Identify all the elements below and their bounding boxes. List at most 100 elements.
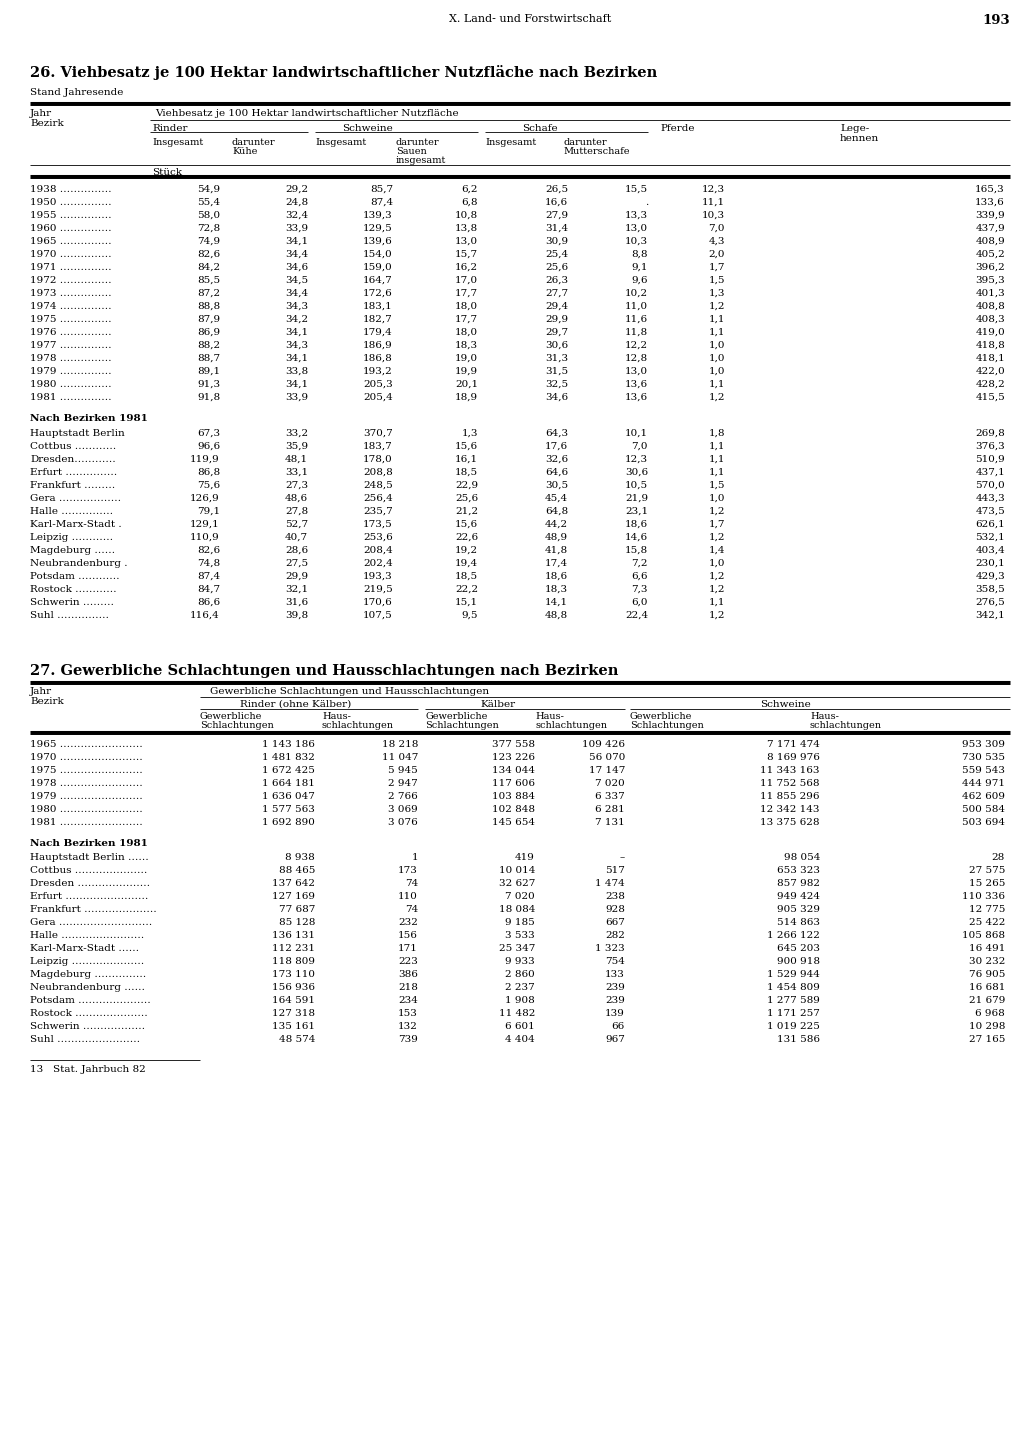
Text: 239: 239: [605, 996, 625, 1006]
Text: 87,2: 87,2: [197, 289, 220, 298]
Text: 16,1: 16,1: [455, 455, 478, 464]
Text: 82,6: 82,6: [197, 250, 220, 259]
Text: 139,6: 139,6: [364, 237, 393, 246]
Text: 87,4: 87,4: [197, 572, 220, 581]
Text: 7 020: 7 020: [505, 892, 535, 902]
Text: 18,6: 18,6: [625, 520, 648, 529]
Text: 22,2: 22,2: [455, 585, 478, 594]
Text: 44,2: 44,2: [545, 520, 568, 529]
Text: 139: 139: [605, 1009, 625, 1017]
Text: 129,1: 129,1: [190, 520, 220, 529]
Text: 626,1: 626,1: [975, 520, 1005, 529]
Text: Rinder: Rinder: [152, 124, 187, 133]
Text: 1,0: 1,0: [709, 341, 725, 350]
Text: Bezirk: Bezirk: [30, 696, 63, 707]
Text: 1,7: 1,7: [709, 263, 725, 272]
Text: 86,6: 86,6: [197, 598, 220, 607]
Text: 1981 ……………………: 1981 ……………………: [30, 818, 142, 827]
Text: 1,3: 1,3: [462, 429, 478, 438]
Text: 32,6: 32,6: [545, 455, 568, 464]
Text: 3 076: 3 076: [388, 818, 418, 827]
Text: 2 766: 2 766: [388, 792, 418, 801]
Text: 443,3: 443,3: [975, 494, 1005, 503]
Text: 1977 ……………: 1977 ……………: [30, 341, 112, 350]
Text: 905 329: 905 329: [777, 905, 820, 915]
Text: schlachtungen: schlachtungen: [810, 721, 882, 730]
Text: 235,7: 235,7: [364, 507, 393, 516]
Text: 1,3: 1,3: [709, 289, 725, 298]
Text: 428,2: 428,2: [975, 380, 1005, 389]
Text: 11 343 163: 11 343 163: [761, 766, 820, 775]
Text: Insgesamt: Insgesamt: [315, 139, 367, 147]
Text: 32,5: 32,5: [545, 380, 568, 389]
Text: 193: 193: [982, 14, 1010, 27]
Text: Schlachtungen: Schlachtungen: [630, 721, 703, 730]
Text: 110 336: 110 336: [962, 892, 1005, 902]
Text: 1 474: 1 474: [595, 879, 625, 889]
Text: 1,1: 1,1: [709, 380, 725, 389]
Text: 1 019 225: 1 019 225: [767, 1022, 820, 1030]
Text: 559 543: 559 543: [962, 766, 1005, 775]
Text: 517: 517: [605, 866, 625, 876]
Text: 30,9: 30,9: [545, 237, 568, 246]
Text: Bezirk: Bezirk: [30, 118, 63, 129]
Text: 2 860: 2 860: [505, 970, 535, 980]
Text: 429,3: 429,3: [975, 572, 1005, 581]
Text: Dresden …………………: Dresden …………………: [30, 879, 151, 889]
Text: 208,4: 208,4: [364, 546, 393, 555]
Text: 27,3: 27,3: [285, 481, 308, 490]
Text: 967: 967: [605, 1035, 625, 1043]
Text: 12 775: 12 775: [969, 905, 1005, 915]
Text: 164,7: 164,7: [364, 276, 393, 285]
Text: 64,8: 64,8: [545, 507, 568, 516]
Text: 408,8: 408,8: [975, 302, 1005, 311]
Text: Erfurt ……………: Erfurt ……………: [30, 468, 118, 477]
Text: 30,6: 30,6: [625, 468, 648, 477]
Text: 6,0: 6,0: [632, 598, 648, 607]
Text: 6 968: 6 968: [975, 1009, 1005, 1017]
Text: 3 533: 3 533: [505, 931, 535, 941]
Text: 135 161: 135 161: [272, 1022, 315, 1030]
Text: 532,1: 532,1: [975, 533, 1005, 542]
Text: 173,5: 173,5: [364, 520, 393, 529]
Text: 186,9: 186,9: [364, 341, 393, 350]
Text: 91,8: 91,8: [197, 393, 220, 402]
Text: 1,4: 1,4: [709, 546, 725, 555]
Text: 133,6: 133,6: [975, 198, 1005, 207]
Text: 74: 74: [404, 879, 418, 889]
Text: 358,5: 358,5: [975, 585, 1005, 594]
Text: 1,8: 1,8: [709, 429, 725, 438]
Text: 10,8: 10,8: [455, 211, 478, 220]
Text: 34,1: 34,1: [285, 380, 308, 389]
Text: 88,2: 88,2: [197, 341, 220, 350]
Text: 234: 234: [398, 996, 418, 1006]
Text: 17,6: 17,6: [545, 442, 568, 451]
Text: 34,1: 34,1: [285, 354, 308, 363]
Text: 40,7: 40,7: [285, 533, 308, 542]
Text: 18,0: 18,0: [455, 328, 478, 337]
Text: 137 642: 137 642: [272, 879, 315, 889]
Text: 1 529 944: 1 529 944: [767, 970, 820, 980]
Text: 127 318: 127 318: [272, 1009, 315, 1017]
Text: 1 454 809: 1 454 809: [767, 983, 820, 993]
Text: 127 169: 127 169: [272, 892, 315, 902]
Text: Gewerbliche: Gewerbliche: [425, 712, 487, 721]
Text: 238: 238: [605, 892, 625, 902]
Text: 30,6: 30,6: [545, 341, 568, 350]
Text: 17,7: 17,7: [455, 315, 478, 324]
Text: 3 069: 3 069: [388, 805, 418, 814]
Text: Mutterschafe: Mutterschafe: [563, 147, 630, 156]
Text: 82,6: 82,6: [197, 546, 220, 555]
Text: 45,4: 45,4: [545, 494, 568, 503]
Text: Rinder (ohne Kälber): Rinder (ohne Kälber): [240, 699, 351, 709]
Text: 41,8: 41,8: [545, 546, 568, 555]
Text: 16,2: 16,2: [455, 263, 478, 272]
Text: 10,1: 10,1: [625, 429, 648, 438]
Text: 107,5: 107,5: [364, 611, 393, 620]
Text: 15,6: 15,6: [455, 442, 478, 451]
Text: –: –: [620, 853, 625, 863]
Text: 34,6: 34,6: [545, 393, 568, 402]
Text: Jahr: Jahr: [30, 686, 52, 696]
Text: 1955 ……………: 1955 ……………: [30, 211, 112, 220]
Text: 88,7: 88,7: [197, 354, 220, 363]
